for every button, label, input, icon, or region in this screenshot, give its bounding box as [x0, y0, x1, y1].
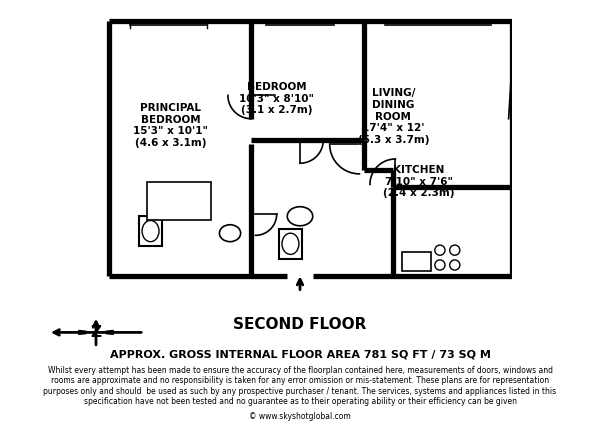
Ellipse shape	[282, 233, 299, 254]
Ellipse shape	[287, 207, 313, 226]
Text: SECOND FLOOR: SECOND FLOOR	[233, 317, 367, 332]
Text: BEDROOM
10'3" x 8'10"
(3.1 x 2.7m): BEDROOM 10'3" x 8'10" (3.1 x 2.7m)	[239, 82, 314, 115]
Bar	[402, 252, 431, 271]
Text: LIVING/
DINING
ROOM
17'4" x 12'
(5.3 x 3.7m): LIVING/ DINING ROOM 17'4" x 12' (5.3 x 3…	[358, 88, 429, 145]
Text: Whilst every attempt has been made to ensure the accuracy of the floorplan conta: Whilst every attempt has been made to en…	[43, 366, 557, 406]
Text: PRINCIPAL
BEDROOM
15'3" x 10'1"
(4.6 x 3.1m): PRINCIPAL BEDROOM 15'3" x 10'1" (4.6 x 3…	[133, 103, 208, 148]
Ellipse shape	[220, 225, 241, 242]
Bar	[279, 229, 302, 259]
Bar	[139, 216, 162, 246]
Text: APPROX. GROSS INTERNAL FLOOR AREA 781 SQ FT / 73 SQ M: APPROX. GROSS INTERNAL FLOOR AREA 781 SQ…	[110, 349, 490, 359]
Ellipse shape	[142, 220, 159, 242]
Bar	[148, 182, 211, 220]
Text: KITCHEN
7'10" x 7'6"
(2.4 x 2.3m): KITCHEN 7'10" x 7'6" (2.4 x 2.3m)	[383, 165, 454, 198]
Text: Z: Z	[91, 325, 101, 340]
Text: © www.skyshotglobal.com: © www.skyshotglobal.com	[249, 412, 351, 421]
